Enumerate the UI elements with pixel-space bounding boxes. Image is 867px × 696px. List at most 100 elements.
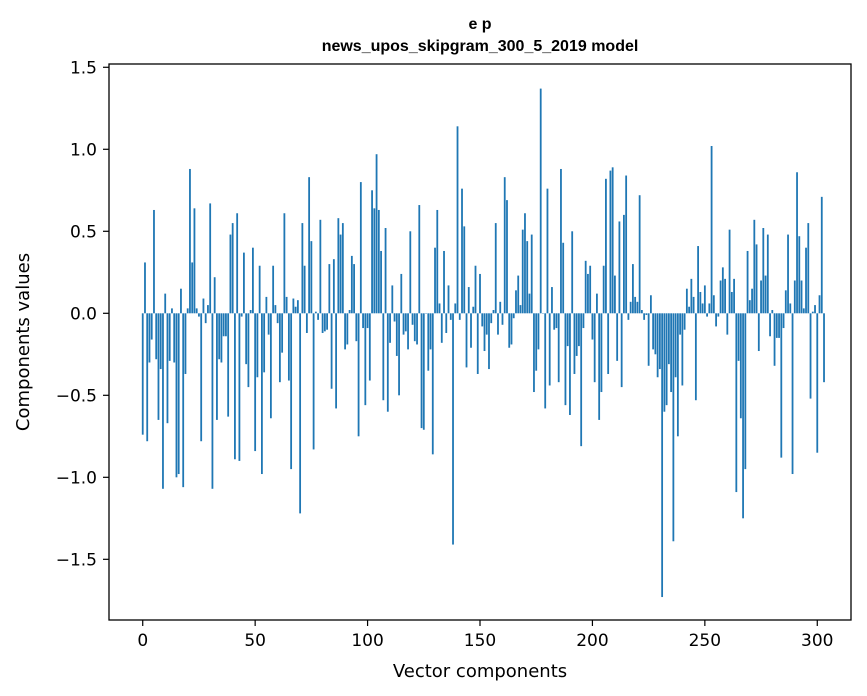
bar xyxy=(587,273,589,314)
bar xyxy=(746,250,749,314)
bar xyxy=(789,303,792,314)
bar xyxy=(296,300,299,314)
bar xyxy=(211,313,214,489)
x-tick-label: 200 xyxy=(576,631,608,651)
bar xyxy=(539,88,542,314)
bar xyxy=(726,313,729,335)
bar xyxy=(683,313,686,330)
bar xyxy=(171,308,173,314)
bar xyxy=(598,313,601,420)
bar xyxy=(328,264,331,314)
bar xyxy=(769,313,771,337)
bar xyxy=(728,229,731,314)
bar xyxy=(218,313,221,360)
bar xyxy=(272,265,275,314)
x-tick-label: 100 xyxy=(351,631,383,651)
bar xyxy=(292,298,295,314)
y-tick-label: −1.0 xyxy=(56,468,97,488)
bar xyxy=(654,313,657,355)
bar xyxy=(258,265,261,314)
bar xyxy=(384,228,387,314)
bar xyxy=(467,287,470,314)
bar xyxy=(180,288,182,314)
bar xyxy=(234,313,236,460)
bar xyxy=(524,213,526,314)
bar xyxy=(456,126,459,314)
bar xyxy=(346,313,349,345)
bar xyxy=(692,296,695,314)
bar xyxy=(479,273,481,314)
bar xyxy=(802,308,805,314)
bar xyxy=(492,310,495,314)
bar xyxy=(265,296,268,314)
bar xyxy=(494,223,497,314)
bar xyxy=(395,313,398,356)
bar xyxy=(676,313,679,437)
bar xyxy=(708,303,711,314)
bar xyxy=(548,313,551,386)
bar xyxy=(787,234,789,314)
bar xyxy=(674,313,677,378)
bar xyxy=(733,278,735,314)
bar xyxy=(818,295,821,314)
bar xyxy=(427,313,430,371)
bar xyxy=(301,223,304,314)
bar xyxy=(389,313,391,343)
bar xyxy=(168,313,171,361)
bar xyxy=(447,285,450,314)
bar xyxy=(189,168,191,314)
bar xyxy=(627,313,630,320)
y-tick-label: −0.5 xyxy=(56,386,97,406)
y-tick-label: 0.5 xyxy=(70,222,97,242)
bar xyxy=(625,175,628,314)
bar xyxy=(778,313,780,338)
bar xyxy=(144,262,146,314)
bar xyxy=(184,313,187,374)
bar xyxy=(310,241,313,314)
bar xyxy=(368,313,371,381)
bar xyxy=(449,313,452,320)
bar xyxy=(274,305,277,314)
bar xyxy=(699,291,702,314)
bar xyxy=(341,223,344,314)
bar xyxy=(420,313,423,429)
bar xyxy=(580,313,583,447)
bar xyxy=(332,259,335,314)
bar xyxy=(607,313,610,374)
bar xyxy=(510,313,513,345)
bar xyxy=(198,313,200,317)
bar xyxy=(807,223,810,314)
bar xyxy=(481,313,484,327)
bar xyxy=(458,313,461,320)
bar xyxy=(148,313,151,363)
bar xyxy=(474,265,477,314)
bar xyxy=(647,313,650,366)
bar xyxy=(519,305,522,314)
x-tick-label: 300 xyxy=(801,631,833,651)
bar xyxy=(422,313,425,430)
bar xyxy=(557,313,560,383)
bar xyxy=(773,313,776,366)
bar xyxy=(175,313,178,478)
bar xyxy=(335,313,337,409)
bar xyxy=(438,303,441,314)
bar xyxy=(553,313,556,330)
bar xyxy=(452,313,454,545)
bar xyxy=(238,313,241,461)
plot-frame xyxy=(108,63,852,621)
bar xyxy=(249,310,252,314)
chart-title-line2: news_upos_skipgram_300_5_2019 model xyxy=(322,38,639,55)
bar xyxy=(308,177,311,314)
bar xyxy=(535,313,538,371)
bar xyxy=(742,313,744,519)
bar xyxy=(202,298,205,314)
bar xyxy=(791,313,794,475)
bar xyxy=(528,293,531,314)
bar xyxy=(166,313,169,424)
bar xyxy=(386,313,389,412)
bar xyxy=(735,313,738,493)
bar xyxy=(155,313,158,360)
bar xyxy=(209,203,212,314)
bar xyxy=(600,313,603,393)
bar xyxy=(195,308,198,314)
